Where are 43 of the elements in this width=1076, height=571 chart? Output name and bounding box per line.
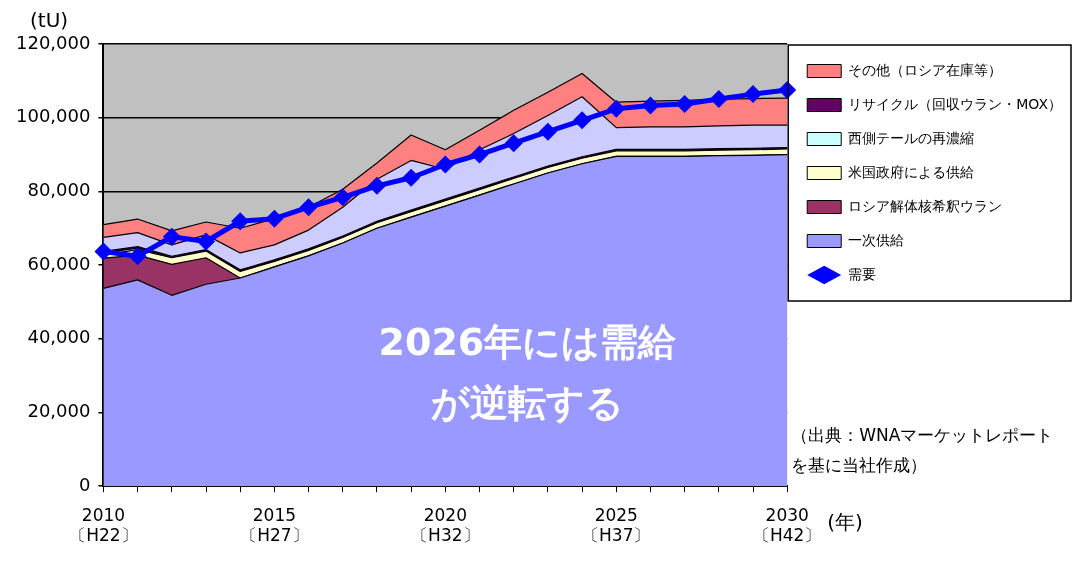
x-tick-label: 2020 〔H32〕 <box>411 504 480 546</box>
x-axis-title: (年) <box>827 510 863 535</box>
point <box>402 168 421 187</box>
annotation: 2026年には需給が逆転する <box>378 319 678 426</box>
x-tick-label: 2025 〔H37〕 <box>582 504 651 546</box>
point <box>128 247 147 266</box>
point <box>367 176 386 195</box>
legend-label: ロシア解体核希釈ウラン <box>848 197 1003 214</box>
point <box>504 134 523 153</box>
x-tick-label: 2010 〔H22〕 <box>69 504 138 546</box>
point <box>744 85 763 104</box>
point <box>197 232 215 251</box>
x-tick-label: 2030 〔H42〕 <box>753 504 822 546</box>
y-tick-label: 0 <box>78 473 91 495</box>
point <box>436 155 455 174</box>
legend-label: 米国政府による供給 <box>848 163 975 180</box>
point <box>470 145 489 164</box>
legend-label: その他（ロシア在庫等） <box>848 61 1003 78</box>
point <box>538 122 557 141</box>
point <box>162 227 181 246</box>
point <box>709 89 728 108</box>
y-axis-title: (tU) <box>30 8 69 33</box>
y-tick-label: 20,000 <box>27 400 91 422</box>
y-tick-label: 40,000 <box>27 326 91 348</box>
legend-label: リサイクル（回収ウラン・MOX） <box>848 95 1062 112</box>
y-tick-label: 100,000 <box>16 105 91 127</box>
point <box>573 111 592 130</box>
point <box>607 99 626 118</box>
y-tick-label: 60,000 <box>27 252 91 274</box>
point <box>299 198 318 217</box>
y-tick-label: 120,000 <box>16 31 91 53</box>
legend-label: 西側テールの再濃縮 <box>848 129 975 146</box>
point <box>94 242 113 261</box>
point <box>333 188 352 207</box>
legend-label: 需要 <box>848 265 877 282</box>
point <box>231 212 250 231</box>
point <box>641 96 660 115</box>
point <box>675 95 694 114</box>
text: （出典：WNAマーケットレポートを基に当社作成） <box>791 424 1054 475</box>
point <box>265 209 284 228</box>
y-tick-label: 80,000 <box>27 179 91 201</box>
x-tick-label: 2015 〔H27〕 <box>240 504 309 546</box>
legend-label: 一次供給 <box>848 231 905 248</box>
